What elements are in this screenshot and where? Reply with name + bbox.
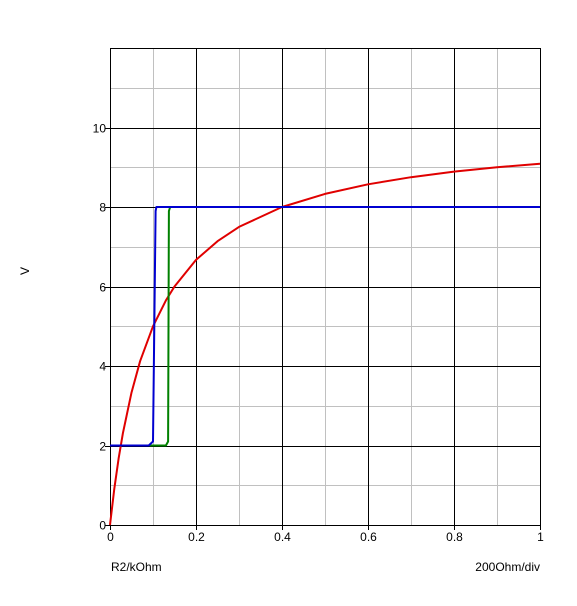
x-tick-label: 1	[537, 530, 544, 544]
y-tick-label: 4	[99, 360, 106, 374]
x-axis-label: R2/kOhm	[111, 560, 162, 574]
x-tick-label: 0	[107, 530, 114, 544]
x-tick-label: 0.4	[274, 530, 291, 544]
series-line-3	[110, 206, 540, 447]
x-tick-label: 0.2	[188, 530, 205, 544]
y-axis-label: V	[18, 267, 32, 275]
y-tick-label: 2	[99, 440, 106, 454]
series-line-1	[109, 162, 541, 526]
x-tick-label: 0.8	[446, 530, 463, 544]
x-tick-label: 0.6	[360, 530, 377, 544]
y-tick-label: 6	[99, 281, 106, 295]
series-lines	[109, 162, 541, 526]
tick-labels: 0 2 4 6 8 10 0 0.2 0.4 0.6 0.8 1	[93, 122, 545, 545]
y-tick-label: 8	[99, 201, 106, 215]
y-tick-label: 0	[99, 519, 106, 533]
scale-note: 200Ohm/div	[475, 560, 540, 574]
y-tick-label: 10	[93, 122, 107, 136]
